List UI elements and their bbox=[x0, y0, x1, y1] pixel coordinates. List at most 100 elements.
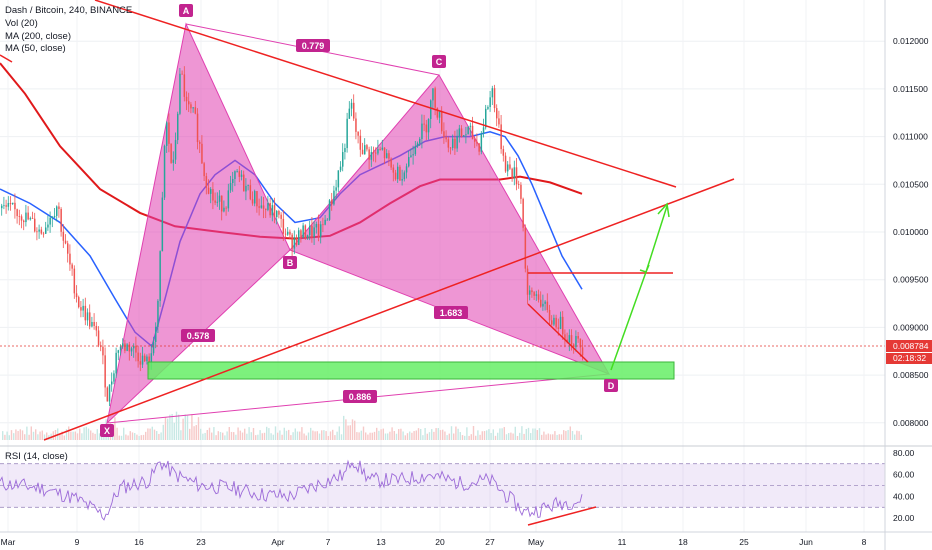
volume-bar bbox=[569, 426, 571, 440]
volume-bar bbox=[455, 426, 457, 440]
candle-body bbox=[218, 195, 221, 202]
candle-body bbox=[372, 152, 375, 153]
candle-body bbox=[152, 341, 155, 354]
volume-bar bbox=[391, 427, 393, 440]
volume-bar bbox=[329, 431, 332, 440]
volume-bar bbox=[384, 433, 387, 440]
volume-bar bbox=[389, 431, 391, 440]
price-tick-label: 0.009000 bbox=[893, 322, 929, 332]
volume-bar bbox=[171, 414, 173, 440]
volume-bar bbox=[70, 431, 72, 440]
volume-bar bbox=[494, 435, 497, 440]
candle-body bbox=[146, 356, 148, 362]
point-x-label[interactable]: X bbox=[104, 426, 110, 436]
candle-body bbox=[51, 217, 54, 219]
volume-bar bbox=[241, 432, 244, 440]
volume-bar bbox=[200, 428, 202, 440]
volume-bar bbox=[257, 434, 259, 440]
point-d-label[interactable]: D bbox=[608, 381, 615, 391]
volume-bar bbox=[428, 432, 431, 440]
candle-body bbox=[38, 229, 40, 232]
candle-body bbox=[548, 309, 551, 321]
price-tick-label: 0.010000 bbox=[893, 227, 929, 237]
candle-body bbox=[119, 346, 122, 351]
candle-body bbox=[537, 294, 540, 300]
candle-body bbox=[229, 183, 232, 191]
volume-bar bbox=[340, 434, 343, 440]
volume-bar bbox=[219, 431, 222, 440]
candle-body bbox=[260, 205, 263, 208]
ma200-indicator-label[interactable]: MA (200, close) bbox=[5, 30, 71, 42]
time-tick-label: 27 bbox=[485, 537, 495, 547]
candle-body bbox=[247, 185, 249, 186]
volume-bar bbox=[358, 432, 360, 440]
volume-bar bbox=[543, 431, 545, 440]
time-tick-label: 11 bbox=[618, 537, 627, 547]
volume-bar bbox=[277, 432, 279, 440]
volume-bar bbox=[26, 426, 28, 440]
ma50-indicator-label[interactable]: MA (50, close) bbox=[5, 43, 66, 55]
candle-body bbox=[526, 268, 529, 295]
volume-bar bbox=[477, 430, 479, 440]
candle-body bbox=[137, 352, 139, 362]
point-b-label[interactable]: B bbox=[287, 258, 294, 268]
ratio-ab-xa-label-bg bbox=[181, 329, 215, 342]
volume-bar bbox=[365, 432, 367, 440]
volume-bar bbox=[72, 431, 74, 440]
candle-body bbox=[192, 107, 194, 109]
candle-body bbox=[460, 128, 463, 137]
volume-bar bbox=[479, 434, 481, 440]
volume-bar bbox=[52, 431, 54, 440]
volume-bar bbox=[360, 430, 362, 440]
candle-body bbox=[40, 229, 43, 234]
candle-body bbox=[544, 301, 546, 304]
ratio-bc-ab-label[interactable]: 0.779 bbox=[302, 41, 325, 51]
point-c-label[interactable]: C bbox=[436, 57, 443, 67]
ratio-cd-bc-label[interactable]: 1.683 bbox=[440, 308, 463, 318]
arrow-head-mid bbox=[639, 264, 650, 273]
candle-body bbox=[245, 185, 247, 192]
ratio-ad-xa-label[interactable]: 0.886 bbox=[349, 392, 372, 402]
point-a-label[interactable]: A bbox=[183, 6, 190, 16]
volume-bar bbox=[164, 417, 167, 440]
volume-bar bbox=[514, 426, 516, 440]
candle-body bbox=[570, 335, 573, 345]
volume-bar bbox=[202, 433, 204, 440]
volume-bar bbox=[411, 432, 413, 440]
rsi-indicator-label[interactable]: RSI (14, close) bbox=[5, 451, 68, 462]
volume-bar bbox=[46, 432, 48, 440]
volume-bar bbox=[426, 433, 428, 440]
current-price-tag bbox=[886, 340, 932, 352]
volume-bar bbox=[448, 433, 450, 440]
candle-body bbox=[498, 118, 500, 125]
candle-body bbox=[430, 100, 432, 119]
volume-bar bbox=[536, 430, 538, 440]
time-tick-label: 9 bbox=[75, 537, 80, 547]
candle-body bbox=[562, 316, 564, 335]
volume-bar bbox=[354, 420, 356, 440]
time-tick-label: 20 bbox=[435, 537, 445, 547]
symbol-title[interactable]: Dash / Bitcoin, 240, BINANCE bbox=[5, 5, 133, 16]
candle-body bbox=[524, 227, 527, 269]
candle-body bbox=[392, 167, 395, 173]
volume-bar bbox=[512, 433, 514, 440]
volume-bar bbox=[285, 430, 288, 440]
volume-bar bbox=[468, 435, 470, 440]
volume-bar bbox=[351, 419, 354, 440]
volume-bar bbox=[127, 435, 129, 440]
point-b-label-bg bbox=[283, 256, 297, 269]
ratio-ab-xa-label[interactable]: 0.578 bbox=[187, 331, 210, 341]
volume-bar bbox=[270, 433, 272, 440]
candle-body bbox=[579, 338, 582, 348]
volume-bar bbox=[464, 435, 466, 440]
ratio-ad-xa-label-bg bbox=[343, 390, 377, 403]
candle-body bbox=[467, 126, 469, 135]
candle-body bbox=[478, 143, 480, 152]
volume-bar bbox=[299, 431, 301, 440]
volume-bar bbox=[321, 430, 323, 440]
point-c-label-bg bbox=[432, 55, 446, 68]
volume-bar bbox=[382, 428, 384, 440]
candle-body bbox=[258, 206, 260, 208]
volume-indicator-label[interactable]: Vol (20) bbox=[5, 17, 38, 29]
